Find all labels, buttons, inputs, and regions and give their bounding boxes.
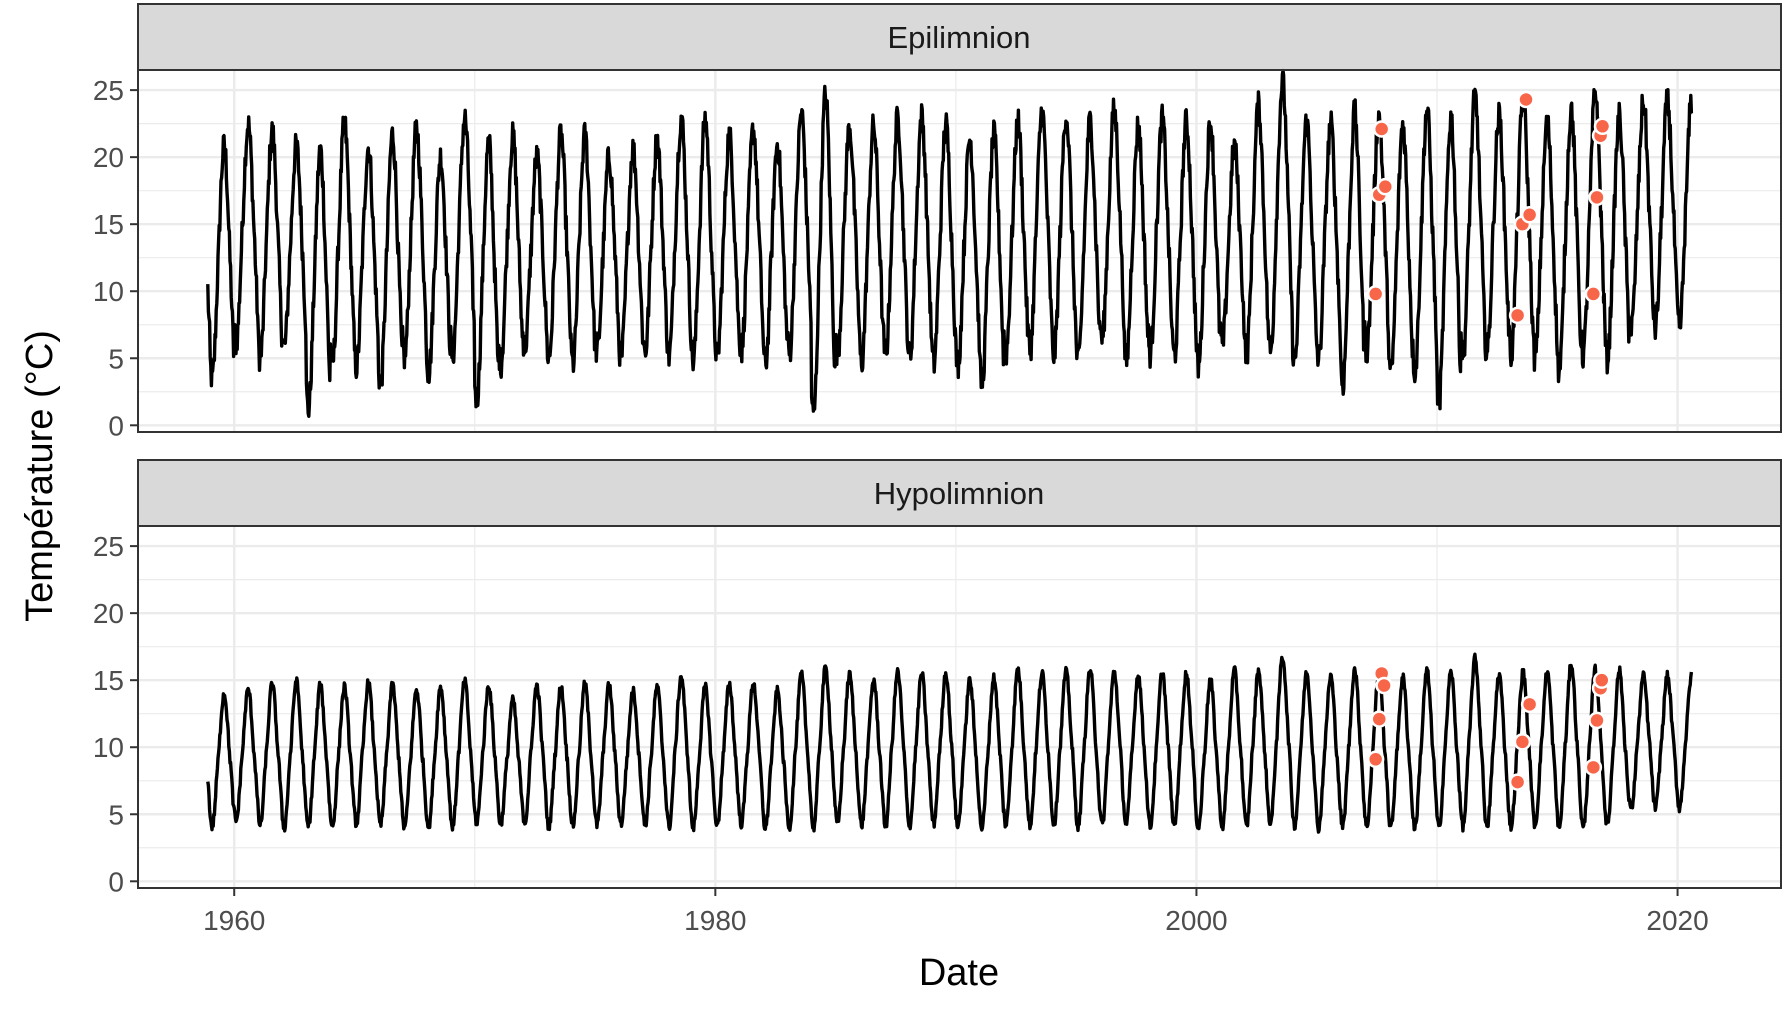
observation-point — [1374, 121, 1389, 136]
y-tick-label: 0 — [108, 866, 124, 897]
y-tick-label: 20 — [93, 142, 124, 173]
observation-point — [1368, 752, 1383, 767]
observation-point — [1586, 760, 1601, 775]
observation-point — [1522, 207, 1537, 222]
panel-epilimnion: Epilimnion 0 5 10 15 20 25 — [93, 4, 1781, 441]
y-axis-title: Température (°C) — [19, 330, 61, 622]
y-tick-label: 5 — [108, 799, 124, 830]
y-axis-epilimnion: 0 5 10 15 20 25 — [93, 75, 138, 441]
observation-point — [1510, 308, 1525, 323]
observation-point — [1586, 286, 1601, 301]
observation-point — [1594, 673, 1609, 688]
y-tick-label: 10 — [93, 276, 124, 307]
observation-point — [1378, 179, 1393, 194]
x-tick-label: 1980 — [684, 905, 746, 936]
observation-point — [1595, 119, 1610, 134]
observation-point — [1519, 92, 1534, 107]
strip-label-epilimnion: Epilimnion — [887, 20, 1030, 55]
y-tick-label: 10 — [93, 732, 124, 763]
y-tick-label: 0 — [108, 410, 124, 441]
y-tick-label: 25 — [93, 75, 124, 106]
x-tick-label: 2020 — [1646, 905, 1708, 936]
observation-point — [1589, 190, 1604, 205]
strip-label-hypolimnion: Hypolimnion — [874, 476, 1045, 511]
observation-point — [1589, 713, 1604, 728]
observation-point — [1510, 775, 1525, 790]
y-tick-label: 5 — [108, 343, 124, 374]
panel-hypolimnion: Hypolimnion 0 5 10 15 20 25 — [93, 460, 1781, 897]
y-tick-label: 15 — [93, 209, 124, 240]
x-tick-label: 1960 — [203, 905, 265, 936]
observation-point — [1515, 734, 1530, 749]
y-tick-label: 15 — [93, 665, 124, 696]
observation-point — [1377, 678, 1392, 693]
x-axis: 1960 1980 2000 2020 — [203, 888, 1709, 936]
x-axis-title: Date — [919, 952, 999, 994]
observation-point — [1368, 286, 1383, 301]
observation-point — [1372, 712, 1387, 727]
y-tick-label: 25 — [93, 531, 124, 562]
observation-point — [1522, 697, 1537, 712]
x-tick-label: 2000 — [1165, 905, 1227, 936]
y-axis-hypolimnion: 0 5 10 15 20 25 — [93, 531, 138, 897]
y-tick-label: 20 — [93, 598, 124, 629]
